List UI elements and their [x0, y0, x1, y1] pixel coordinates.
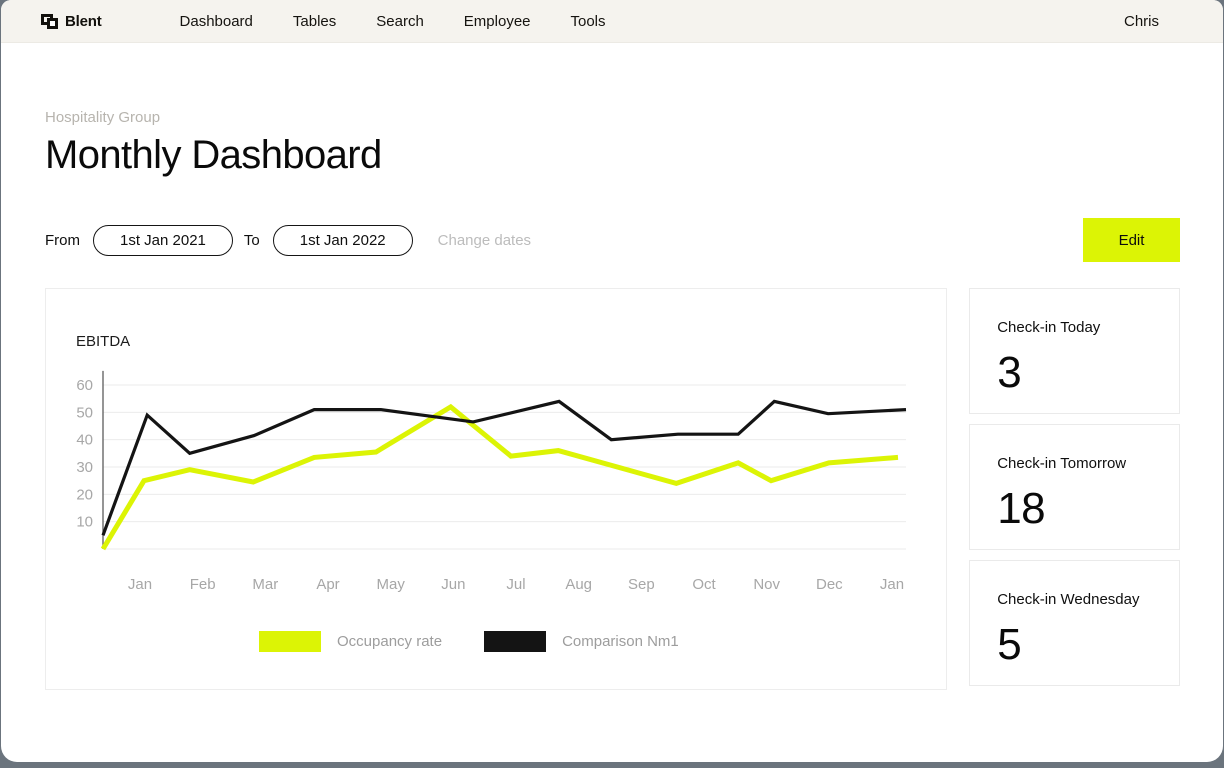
x-tick-label: Sep	[628, 576, 655, 593]
series-line-occupancy-rate	[100, 403, 899, 551]
from-date-button[interactable]: 1st Jan 2021	[93, 224, 233, 256]
stat-value: 5	[997, 620, 1022, 669]
x-tick-label: Apr	[316, 576, 339, 593]
comparison-legend-label: Comparison Nm1	[562, 633, 679, 650]
blent-logo-icon	[41, 13, 58, 29]
checkin-tomorrow-card: Check-in Tomorrow 18	[969, 424, 1180, 550]
stat-value: 3	[997, 348, 1022, 397]
change-dates-link[interactable]: Change dates	[437, 231, 532, 249]
stat-label: Check-in Tomorrow	[997, 455, 1127, 472]
main-nav: Dashboard Tables Search Employee Tools	[180, 13, 606, 30]
x-tick-label: Jan	[128, 576, 152, 593]
nav-item-employee[interactable]: Employee	[463, 12, 531, 30]
chart-legend: Occupancy rate Comparison Nm1	[259, 631, 679, 652]
top-navigation-bar: Blent Dashboard Tables Search Employee T…	[1, 0, 1223, 43]
checkin-stats-column: Check-in Today 3 Check-in Tomorrow 18 Ch…	[969, 288, 1180, 690]
series-line-comparison-nm1	[101, 399, 907, 536]
x-tick-label: Dec	[816, 576, 843, 593]
x-tick-label: Nov	[753, 576, 780, 593]
user-menu[interactable]: Chris	[1123, 12, 1159, 30]
occupancy-rate-swatch	[259, 631, 321, 652]
occupancy-rate-legend-label: Occupancy rate	[337, 633, 443, 650]
stat-value: 18	[997, 484, 1046, 533]
x-tick-label: Jun	[441, 576, 465, 593]
stat-label: Check-in Today	[997, 319, 1101, 336]
checkin-wednesday-card: Check-in Wednesday 5	[969, 560, 1180, 686]
x-tick-label: Jul	[506, 576, 525, 593]
stat-label: Check-in Wednesday	[997, 591, 1140, 608]
x-tick-label: Mar	[252, 576, 278, 593]
date-filter-row: From 1st Jan 2021 To 1st Jan 2022 Change…	[45, 218, 1180, 262]
comparison-legend-group: Comparison Nm1	[484, 631, 679, 652]
to-label: To	[243, 231, 260, 249]
y-tick-label: 60	[76, 377, 93, 394]
y-tick-label: 10	[76, 514, 93, 531]
x-tick-label: Jan	[880, 576, 904, 593]
nav-item-tables[interactable]: Tables	[292, 12, 337, 30]
main-content: Hospitality Group Monthly Dashboard From…	[1, 109, 1223, 690]
nav-item-search[interactable]: Search	[376, 12, 424, 30]
nav-item-dashboard[interactable]: Dashboard	[179, 12, 253, 30]
edit-button[interactable]: Edit	[1083, 218, 1180, 262]
comparison-swatch	[484, 631, 547, 652]
page-title: Monthly Dashboard	[45, 133, 382, 177]
y-tick-label: 30	[76, 459, 93, 476]
checkin-today-card: Check-in Today 3	[969, 288, 1180, 414]
y-tick-label: 20	[76, 486, 93, 503]
from-label: From	[45, 231, 80, 249]
ebitda-line-chart: 10 20 30 40 50 60 Jan Feb Mar Apr May Jun Jul Aug Sep O…	[76, 370, 907, 593]
ebitda-chart-card: 10 20 30 40 50 60 Jan Feb Mar Apr May Jun Jul Aug Sep O…	[45, 288, 948, 690]
nav-item-tools[interactable]: Tools	[570, 12, 606, 30]
to-date-button[interactable]: 1st Jan 2022	[272, 224, 413, 256]
y-tick-label: 40	[76, 432, 93, 449]
x-tick-label: Feb	[190, 576, 216, 593]
x-tick-label: Aug	[565, 576, 592, 593]
chart-title: EBITDA	[76, 333, 131, 350]
group-subtitle: Hospitality Group	[45, 109, 161, 126]
brand-logo[interactable]: Blent	[41, 13, 102, 30]
x-tick-label: Oct	[692, 576, 716, 593]
x-tick-label: May	[376, 576, 405, 593]
brand-name: Blent	[65, 12, 102, 30]
dashboard-body: 10 20 30 40 50 60 Jan Feb Mar Apr May Jun Jul Aug Sep O…	[45, 288, 1180, 690]
y-tick-label: 50	[76, 404, 93, 421]
